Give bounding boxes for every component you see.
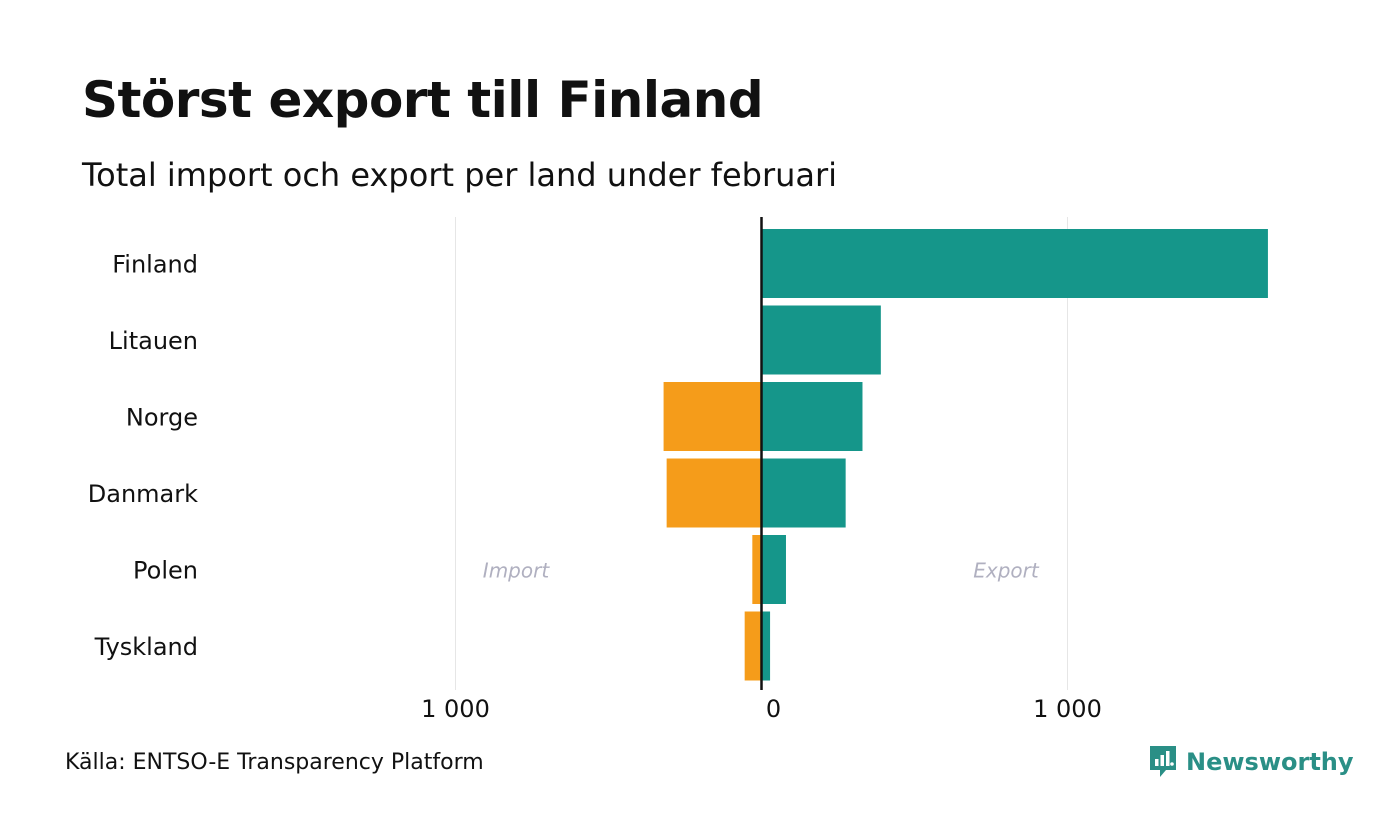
category-label: Danmark (88, 480, 198, 508)
category-label: Norge (126, 404, 198, 432)
export-bar (761, 382, 863, 451)
import-bar (752, 535, 762, 604)
category-label: Tyskland (94, 633, 198, 661)
category-label: Litauen (109, 327, 198, 355)
import-bar (666, 458, 762, 528)
export-bar (761, 229, 1268, 298)
export-bar (761, 458, 846, 528)
export-annotation: Export (973, 559, 1040, 583)
chart-title: Störst export till Finland (82, 71, 764, 129)
import-annotation: Import (483, 559, 551, 583)
chart-subtitle: Total import och export per land under f… (82, 156, 838, 194)
export-bar (761, 305, 881, 375)
newsworthy-logo-icon (1150, 746, 1176, 777)
brand-logo[interactable]: Newsworthy (1148, 744, 1354, 780)
x-tick-label: 1 000 (1033, 695, 1102, 723)
x-tick-label: 1 000 (421, 695, 490, 723)
x-tick-label: 0 (766, 695, 781, 723)
export-bar (761, 611, 771, 681)
import-bar (744, 611, 762, 681)
import-bar (663, 382, 762, 451)
category-label: Finland (112, 251, 198, 279)
brand-name: Newsworthy (1186, 748, 1354, 776)
export-bar (761, 535, 786, 604)
source-note: Källa: ENTSO-E Transparency Platform (65, 750, 484, 775)
category-label: Polen (133, 557, 198, 585)
